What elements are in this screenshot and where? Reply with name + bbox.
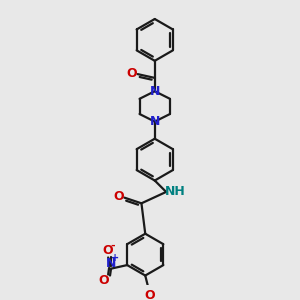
Text: O: O <box>127 67 137 80</box>
Text: O: O <box>145 289 155 300</box>
Text: N: N <box>150 115 160 128</box>
Text: O: O <box>98 274 109 287</box>
Text: O: O <box>102 244 112 257</box>
Text: -: - <box>111 241 115 251</box>
Text: NH: NH <box>165 185 186 198</box>
Text: +: + <box>111 254 119 263</box>
Text: O: O <box>113 190 124 203</box>
Text: N: N <box>150 85 160 98</box>
Text: N: N <box>106 257 116 270</box>
